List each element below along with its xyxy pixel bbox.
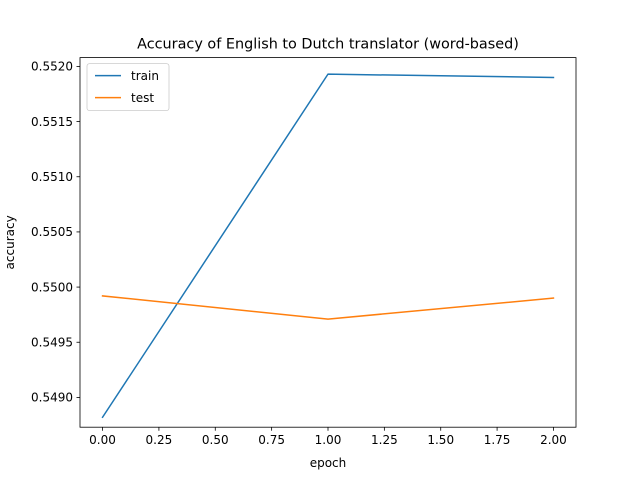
y-tick-label: 0.5520 bbox=[31, 60, 73, 74]
plot-area bbox=[80, 57, 576, 428]
y-tick-label: 0.5495 bbox=[31, 336, 73, 350]
y-tick-label: 0.5505 bbox=[31, 225, 73, 239]
x-tick-label: 1.50 bbox=[427, 433, 454, 447]
y-tick-label: 0.5490 bbox=[31, 391, 73, 405]
x-tick-label: 1.25 bbox=[371, 433, 398, 447]
chart-axes: 0.00 0.25 0.50 0.75 1.00 1.25 1.50 1.75 2.00 0.54… bbox=[31, 57, 577, 447]
legend-label-test: test bbox=[131, 91, 154, 105]
x-tick-label: 0.75 bbox=[258, 433, 285, 447]
x-tick-label: 0.00 bbox=[89, 433, 116, 447]
x-tick-label: 1.00 bbox=[315, 433, 342, 447]
legend-label-train: train bbox=[131, 69, 159, 83]
y-tick-label: 0.5510 bbox=[31, 170, 73, 184]
x-tick-label: 1.75 bbox=[484, 433, 511, 447]
x-axis-label: epoch bbox=[310, 456, 347, 470]
series-line-test bbox=[101, 295, 555, 320]
x-tick-label: 0.25 bbox=[146, 433, 173, 447]
legend: train test bbox=[86, 63, 170, 111]
chart-marks bbox=[101, 73, 555, 419]
chart-title: Accuracy of English to Dutch translator … bbox=[137, 37, 519, 53]
y-tick-label: 0.5515 bbox=[31, 115, 73, 129]
y-tick-label: 0.5500 bbox=[31, 280, 73, 294]
x-tick-label: 0.50 bbox=[202, 433, 229, 447]
x-tick-label: 2.00 bbox=[540, 433, 567, 447]
y-axis-label: accuracy bbox=[3, 215, 17, 269]
